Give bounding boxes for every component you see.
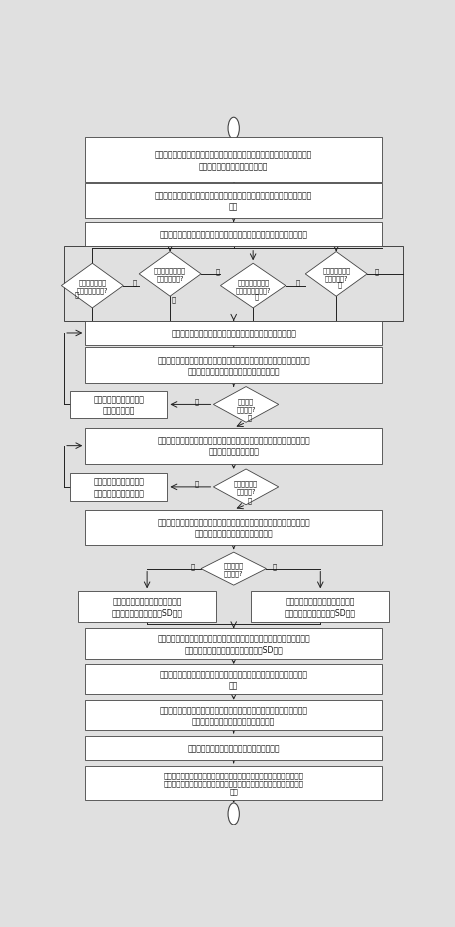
FancyBboxPatch shape <box>85 766 381 800</box>
Polygon shape <box>213 387 278 423</box>
Text: 是: 是 <box>74 291 78 298</box>
Text: 检测单位用户通过关键部位注册模块注册管辖单位特种设备关键部位信息: 检测单位用户通过关键部位注册模块注册管辖单位特种设备关键部位信息 <box>159 230 307 239</box>
FancyBboxPatch shape <box>251 591 389 622</box>
FancyBboxPatch shape <box>85 322 381 346</box>
Text: 当前是否为
检测人员?: 当前是否为 检测人员? <box>223 562 243 576</box>
Text: 检测人员或维护人员通过智能终端输入模块输入用户名和密码: 检测人员或维护人员通过智能终端输入模块输入用户名和密码 <box>171 329 295 338</box>
FancyBboxPatch shape <box>78 591 216 622</box>
Polygon shape <box>139 252 201 297</box>
Text: 单位用户通过设备信息注册模块实现本单位拥有或管辖的特种设备信息的网上
注册: 单位用户通过设备信息注册模块实现本单位拥有或管辖的特种设备信息的网上 注册 <box>155 191 312 211</box>
FancyBboxPatch shape <box>85 510 381 546</box>
Text: 云端服务器接收上传请求并接收上传数据信息，生成本次任务批次号，并
以消息方式通知智能终端数据已接收成功: 云端服务器接收上传请求并接收上传数据信息，生成本次任务批次号，并 以消息方式通知… <box>159 705 307 725</box>
Text: 是: 是 <box>248 414 251 421</box>
Text: 是: 是 <box>248 496 251 503</box>
Text: 单位是否发出特种
设备故障维修请求?: 单位是否发出特种 设备故障维修请求? <box>235 279 270 293</box>
FancyBboxPatch shape <box>85 665 381 694</box>
Circle shape <box>228 803 239 825</box>
Polygon shape <box>220 264 285 309</box>
Text: 检测人员或维修人员通过智能终端扫描并识别关键部位条码，并向云端服务
器递交条码关联数据请求: 检测人员或维修人员通过智能终端扫描并识别关键部位条码，并向云端服务 器递交条码关… <box>157 436 309 456</box>
Text: 是: 是 <box>172 296 176 302</box>
FancyBboxPatch shape <box>85 138 381 183</box>
Text: 智能终端通过显示模块显
示验证失败信息: 智能终端通过显示模块显 示验证失败信息 <box>93 395 144 415</box>
Text: 以批次号为单位对本次数据进行服务器端存储: 以批次号为单位对本次数据进行服务器端存储 <box>187 743 279 753</box>
Polygon shape <box>304 252 366 297</box>
Polygon shape <box>213 469 278 505</box>
Text: 是: 是 <box>337 282 341 288</box>
Polygon shape <box>201 552 266 586</box>
Text: 否: 否 <box>272 563 276 569</box>
FancyBboxPatch shape <box>85 629 381 659</box>
Text: 是: 是 <box>191 563 195 569</box>
Text: 维护人员通过维修信息录入模块录
入现场维修数据并存储在SD卡中: 维护人员通过维修信息录入模块录 入现场维修数据并存储在SD卡中 <box>284 597 355 616</box>
FancyBboxPatch shape <box>85 700 381 730</box>
Text: 智能终端通过显示模块显
示条码数据获取失败信息: 智能终端通过显示模块显 示条码数据获取失败信息 <box>93 477 144 498</box>
Text: 智能终端通过无线通信模块和数据传输模块向云端服务器请求上传本批次
数据: 智能终端通过无线通信模块和数据传输模块向云端服务器请求上传本批次 数据 <box>159 669 307 690</box>
Text: 智能终端的身份验证模块接收输入模块传入的登录信息，并通过消息通信模
块和无线通信模块向云端服务器请求身份验证: 智能终端的身份验证模块接收输入模块传入的登录信息，并通过消息通信模 块和无线通信… <box>157 356 309 376</box>
FancyBboxPatch shape <box>85 428 381 464</box>
Text: 各单位用户根据设备数据查询模块和设备数据统计模块对特种设备基础数
据、设备检测数据和设备故障数据及故障处理结果进行统计查询，本方法
结束: 各单位用户根据设备数据查询模块和设备数据统计模块对特种设备基础数 据、设备检测数… <box>163 772 303 794</box>
Text: 是否存在设备故
障预警信息?: 是否存在设备故 障预警信息? <box>322 268 349 282</box>
Text: 否: 否 <box>295 280 298 286</box>
Text: 否: 否 <box>215 268 219 274</box>
Text: 智能终端通过显示模块显示条码关联数据信息，包括特种设备基本信息、最
新检测数据、最新故障及处理结果信息: 智能终端通过显示模块显示条码关联数据信息，包括特种设备基本信息、最 新检测数据、… <box>157 518 309 538</box>
FancyBboxPatch shape <box>70 391 167 419</box>
Text: 现场检测人员或维修人员通过智能终端拍照模块实现个人与现场合拍，并在
照片上自动记录拍摄的日期时间，存入SD卡中: 现场检测人员或维修人员通过智能终端拍照模块实现个人与现场合拍，并在 照片上自动记… <box>157 634 309 654</box>
Text: 是: 是 <box>254 293 258 299</box>
Polygon shape <box>61 264 123 309</box>
Text: 否: 否 <box>194 398 198 404</box>
Text: 条码关联数据
获取成功?: 条码关联数据 获取成功? <box>233 480 258 494</box>
Text: 身份验证
是否通过?: 身份验证 是否通过? <box>236 398 255 413</box>
Text: 系统管理员通过基础数据维护模块、单位注册模块和用户注册模块进行系统基
础数据维护和单位、单位用户注册: 系统管理员通过基础数据维护模块、单位注册模块和用户注册模块进行系统基 础数据维护… <box>155 150 312 171</box>
FancyBboxPatch shape <box>85 222 381 247</box>
Text: 检测人员通过检测信息录入模块录
入现场测量数据并存储在SD卡中: 检测人员通过检测信息录入模块录 入现场测量数据并存储在SD卡中 <box>111 597 182 616</box>
Text: 单位特种设备是
否到达检修周期?: 单位特种设备是 否到达检修周期? <box>76 279 108 293</box>
Text: 单位是否主动请求
特种设备检测?: 单位是否主动请求 特种设备检测? <box>154 268 186 282</box>
Text: 否: 否 <box>374 268 378 274</box>
Circle shape <box>228 118 239 140</box>
Text: 否: 否 <box>132 280 136 286</box>
FancyBboxPatch shape <box>70 474 167 502</box>
FancyBboxPatch shape <box>85 736 381 760</box>
FancyBboxPatch shape <box>85 184 381 219</box>
FancyBboxPatch shape <box>85 348 381 384</box>
Text: 否: 否 <box>194 480 198 487</box>
